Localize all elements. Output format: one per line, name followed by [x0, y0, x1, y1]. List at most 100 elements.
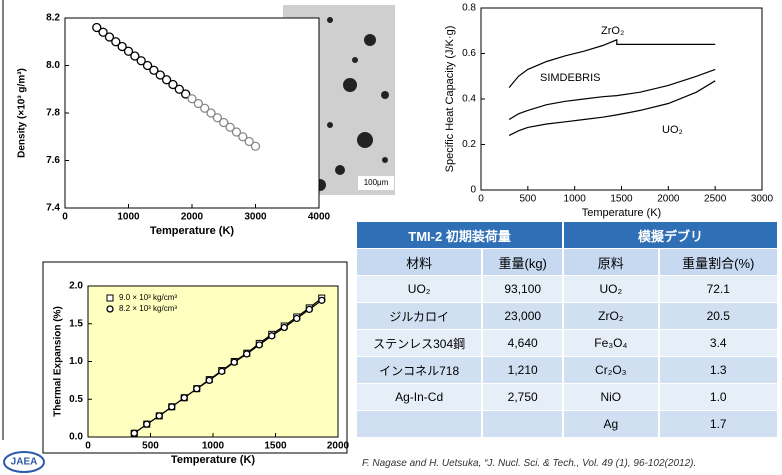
- series-label: ZrO₂: [601, 25, 624, 37]
- x-tick-label: 4000: [308, 212, 331, 223]
- x-tick-label: 0: [478, 194, 484, 205]
- marker: [181, 395, 187, 401]
- table-cell: 20.5: [659, 303, 779, 330]
- table-cell: Fe₃O₄: [563, 330, 658, 357]
- table-cell: 4,640: [482, 330, 563, 357]
- x-tick-label: 2000: [657, 194, 680, 205]
- x-tick-label: 500: [142, 441, 159, 452]
- table-cell: ステンレス304鋼: [357, 330, 482, 357]
- y-tick-label: 0.6: [462, 48, 476, 59]
- table-cell: 2,750: [482, 384, 563, 411]
- group-header: TMI-2 初期装荷量: [357, 222, 563, 249]
- legend-marker: [107, 295, 113, 301]
- y-tick-label: 1.5: [69, 318, 83, 329]
- table-row: Ag-In-Cd2,750NiO1.0: [357, 384, 778, 411]
- table-cell: 23,000: [482, 303, 563, 330]
- x-tick-label: 0: [85, 441, 91, 452]
- y-axis-label: Density (×10³ g/m³): [17, 68, 28, 158]
- x-tick-label: 2000: [327, 441, 350, 452]
- y-axis-label: Specific Heat Capacity (J/K·g): [444, 26, 456, 173]
- y-tick-label: 7.4: [46, 203, 60, 214]
- marker: [269, 333, 275, 339]
- citation: F. Nagase and H. Uetsuka, “J. Nucl. Sci.…: [362, 458, 696, 469]
- x-tick-label: 1500: [264, 441, 287, 452]
- table-cell: ZrO₂: [563, 303, 658, 330]
- x-tick-label: 3000: [751, 194, 774, 205]
- x-tick-label: 0: [62, 212, 68, 223]
- x-tick-label: 1000: [202, 441, 225, 452]
- x-axis-label: Temperature (K): [171, 454, 255, 466]
- y-tick-label: 0.5: [69, 394, 83, 405]
- table-cell: [357, 411, 482, 438]
- marker: [306, 306, 312, 312]
- y-tick-label: 0.8: [462, 3, 476, 14]
- logo: JAEA: [4, 452, 44, 472]
- data-table: TMI-2 初期装荷量模擬デブリ材料重量(kg)原料重量割合(%)UO₂93,1…: [357, 222, 779, 438]
- group-header: 模擬デブリ: [563, 222, 778, 249]
- table-cell: Ag: [563, 411, 658, 438]
- series-label: UO₂: [662, 124, 683, 136]
- marker: [281, 325, 287, 331]
- column-header: 材料: [357, 249, 482, 276]
- group-row: TMI-2 初期装荷量模擬デブリ: [357, 222, 778, 249]
- column-row: 材料重量(kg)原料重量割合(%): [357, 249, 778, 276]
- marker: [256, 342, 262, 348]
- table-cell: UO₂: [357, 276, 482, 303]
- table-cell: 1.3: [659, 357, 779, 384]
- x-tick-label: 1000: [117, 212, 140, 223]
- y-tick-label: 0.2: [462, 139, 476, 150]
- marker: [194, 386, 200, 392]
- table-cell: Cr₂O₃: [563, 357, 658, 384]
- table-cell: 72.1: [659, 276, 779, 303]
- legend-label: 9.0 × 10³ kg/cm³: [119, 293, 177, 302]
- table-cell: Ag-In-Cd: [357, 384, 482, 411]
- scale-label: 100μm: [364, 178, 389, 187]
- y-tick-label: 7.6: [46, 155, 60, 166]
- x-axis-label: Temperature (K): [582, 207, 661, 219]
- marker: [319, 297, 325, 303]
- legend-marker: [107, 306, 113, 312]
- x-tick-label: 2500: [704, 194, 727, 205]
- y-tick-label: 0.4: [462, 94, 476, 105]
- slide: 100μm JAEA 0 1000 2000 3000 4000 7.4 7.6 7.8 8.0…: [0, 0, 782, 475]
- x-axis-label: Temperature (K): [150, 225, 234, 237]
- table-cell: 1,210: [482, 357, 563, 384]
- y-tick-label: 7.8: [46, 108, 60, 119]
- y-tick-label: 8.2: [46, 13, 60, 24]
- marker: [252, 142, 260, 150]
- marker: [156, 413, 162, 419]
- y-tick-label: 2.0: [69, 281, 83, 292]
- marker: [294, 315, 300, 321]
- table-cell: 3.4: [659, 330, 779, 357]
- y-tick-label: 0.0: [69, 432, 83, 443]
- marker: [231, 359, 237, 365]
- table-cell: [482, 411, 563, 438]
- column-header: 重量(kg): [482, 249, 563, 276]
- table-cell: UO₂: [563, 276, 658, 303]
- marker: [219, 368, 225, 374]
- table-cell: ジルカロイ: [357, 303, 482, 330]
- x-tick-label: 500: [519, 194, 536, 205]
- plot-area: [65, 18, 319, 208]
- table-cell: インコネル718: [357, 357, 482, 384]
- y-tick-label: 8.0: [46, 60, 60, 71]
- y-tick-label: 0: [470, 185, 476, 196]
- series-label: SIMDEBRIS: [540, 72, 601, 84]
- marker: [169, 404, 175, 410]
- x-tick-label: 1000: [564, 194, 587, 205]
- marker: [206, 377, 212, 383]
- logo-text: JAEA: [11, 457, 38, 468]
- column-header: 重量割合(%): [659, 249, 779, 276]
- marker: [144, 421, 150, 427]
- y-axis-label: Thermal Expansion (%): [53, 306, 64, 417]
- legend-label: 8.2 × 10³ kg/cm³: [119, 304, 177, 313]
- table-cell: 1.7: [659, 411, 779, 438]
- table-cell: 93,100: [482, 276, 563, 303]
- y-tick-label: 1.0: [69, 356, 83, 367]
- x-tick-label: 1500: [610, 194, 633, 205]
- table-row: ジルカロイ23,000ZrO₂20.5: [357, 303, 778, 330]
